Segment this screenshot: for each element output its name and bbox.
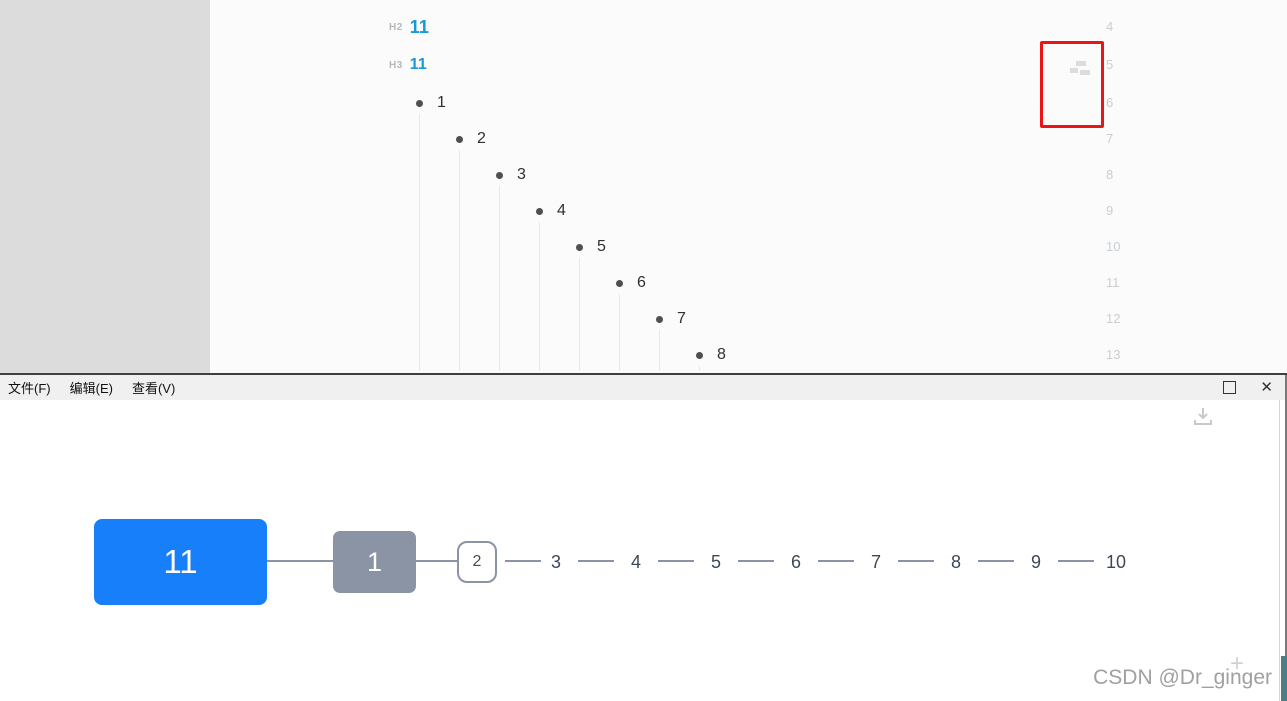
line-number: 4 — [1106, 19, 1114, 34]
list-item[interactable]: 5 — [576, 235, 606, 259]
list-item-label[interactable]: 4 — [557, 202, 566, 219]
window-right-edge — [1285, 375, 1287, 701]
bullet-icon — [536, 207, 543, 215]
connector-line — [505, 560, 541, 562]
mindmap-chain-node[interactable]: 6 — [790, 552, 801, 572]
h2-gutter-label: H2 — [389, 21, 403, 33]
line-number: 8 — [1106, 167, 1114, 182]
mindmap-root-node[interactable]: 11 — [94, 519, 267, 605]
list-item-label[interactable]: 7 — [677, 310, 686, 327]
titlebar: 文件(F) 编辑(E) 查看(V) ✕ — [0, 375, 1287, 400]
indent-guide-line — [419, 114, 420, 371]
list-item-label[interactable]: 5 — [597, 238, 606, 255]
bullet-icon — [416, 99, 423, 107]
connector-line — [416, 560, 457, 562]
line-number: 13 — [1106, 347, 1121, 362]
connector-line — [898, 560, 934, 562]
editor-sidebar-panel — [0, 0, 210, 373]
list-item-label[interactable]: 1 — [437, 94, 446, 111]
mindmap-chain-node[interactable]: 3 — [550, 552, 561, 572]
indent-guide-line — [619, 294, 620, 371]
line-number: 11 — [1106, 275, 1120, 290]
heading-h3-row[interactable]: H3 11 — [389, 54, 427, 76]
indent-guide-line — [699, 366, 700, 371]
bullet-icon — [656, 315, 663, 323]
connector-line — [267, 560, 333, 562]
list-item-label[interactable]: 6 — [637, 274, 646, 291]
csdn-watermark: CSDN @Dr_ginger — [1093, 666, 1272, 689]
connector-line — [658, 560, 694, 562]
list-item[interactable]: 6 — [616, 271, 646, 295]
bullet-icon — [576, 243, 583, 251]
markdown-editor-window: H2 11 H3 11 1 2 — [0, 0, 1287, 373]
menu-file[interactable]: 文件(F) — [8, 381, 51, 396]
plus-glyph: + — [1230, 650, 1245, 677]
list-item[interactable]: 1 — [416, 91, 446, 115]
heading-h2-row[interactable]: H2 11 — [389, 16, 429, 38]
connector-line — [738, 560, 774, 562]
bullet-icon — [456, 135, 463, 143]
menu-view[interactable]: 查看(V) — [131, 381, 176, 396]
bullet-icon — [496, 171, 503, 179]
indent-guide-line — [579, 258, 580, 371]
list-item-label[interactable]: 8 — [717, 346, 726, 363]
connector-line — [818, 560, 854, 562]
line-number: 12 — [1106, 311, 1121, 326]
menu-edit[interactable]: 编辑(E) — [69, 381, 113, 396]
bullet-icon — [616, 279, 623, 287]
line-number: 9 — [1106, 203, 1114, 218]
line-number: 6 — [1106, 95, 1114, 110]
mindmap-chain-node[interactable]: 9 — [1030, 552, 1041, 572]
mindmap-node-1[interactable]: 1 — [333, 531, 416, 593]
indent-guide-line — [459, 150, 460, 371]
bullet-icon — [696, 351, 703, 359]
teal-corner-block — [1281, 656, 1287, 701]
connector-line — [1058, 560, 1094, 562]
indent-guide-line — [499, 186, 500, 371]
mindmap-chain-node[interactable]: 8 — [950, 552, 961, 572]
list-item[interactable]: 2 — [456, 127, 486, 151]
connector-line — [978, 560, 1014, 562]
red-annotation-box — [1040, 41, 1104, 128]
line-number: 5 — [1106, 57, 1114, 72]
close-icon[interactable]: ✕ — [1260, 379, 1273, 396]
list-item-label[interactable]: 3 — [517, 166, 526, 183]
mindmap-chain-node[interactable]: 10 — [1105, 552, 1127, 572]
maximize-icon[interactable] — [1223, 381, 1237, 394]
indent-guide-line — [659, 330, 660, 371]
h3-gutter-label: H3 — [389, 59, 403, 71]
h3-heading-text[interactable]: 11 — [409, 56, 427, 73]
scrollbar-track-line — [1279, 400, 1280, 701]
list-item[interactable]: 4 — [536, 199, 566, 223]
mindmap-canvas[interactable]: 11 1 2 3 4 5 6 7 8 9 10 + CSDN @Dr_ginge… — [0, 400, 1287, 701]
list-item[interactable]: 8 — [696, 343, 726, 367]
list-item[interactable]: 3 — [496, 163, 526, 187]
list-item[interactable]: 7 — [656, 307, 686, 331]
line-number: 7 — [1106, 131, 1114, 146]
mindmap-chain-node[interactable]: 5 — [710, 552, 721, 572]
menu-bar: 文件(F) 编辑(E) 查看(V) — [0, 378, 175, 397]
list-item-label[interactable]: 2 — [477, 130, 486, 147]
download-icon[interactable] — [1193, 407, 1213, 431]
indent-guide-line — [539, 222, 540, 371]
mindmap-chain-node[interactable]: 4 — [630, 552, 641, 572]
line-number: 10 — [1106, 239, 1121, 254]
mindmap-viewer-window: 文件(F) 编辑(E) 查看(V) ✕ — [0, 373, 1287, 701]
mindmap-chain-node[interactable]: 7 — [870, 552, 881, 572]
h2-heading-text[interactable]: 11 — [409, 16, 429, 37]
mindmap-node-2[interactable]: 2 — [457, 541, 497, 583]
editor-content-area[interactable]: H2 11 H3 11 1 2 — [210, 0, 1287, 373]
window-controls: ✕ — [1223, 375, 1273, 400]
connector-line — [578, 560, 614, 562]
